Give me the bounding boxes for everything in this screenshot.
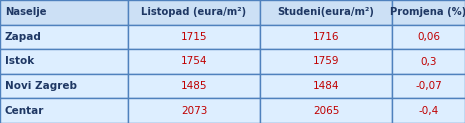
Bar	[392, 0, 465, 25]
Text: 1715: 1715	[181, 32, 207, 42]
Bar	[392, 25, 465, 49]
Text: 1484: 1484	[313, 81, 339, 91]
Text: Promjena (%): Promjena (%)	[391, 7, 465, 17]
Bar	[392, 74, 465, 98]
Text: Novi Zagreb: Novi Zagreb	[5, 81, 77, 91]
Text: 2065: 2065	[313, 106, 339, 116]
Bar	[0, 49, 128, 74]
Text: Istok: Istok	[5, 56, 34, 67]
Bar	[260, 74, 392, 98]
Text: Listopad (eura/m²): Listopad (eura/m²)	[141, 7, 246, 17]
Text: 0,3: 0,3	[420, 56, 437, 67]
Text: 1485: 1485	[181, 81, 207, 91]
Bar	[128, 98, 260, 123]
Bar	[392, 49, 465, 74]
Bar	[0, 98, 128, 123]
Text: -0,07: -0,07	[415, 81, 442, 91]
Bar	[128, 74, 260, 98]
Bar	[128, 0, 260, 25]
Bar	[260, 98, 392, 123]
Bar	[0, 74, 128, 98]
Text: 1716: 1716	[313, 32, 339, 42]
Bar	[260, 25, 392, 49]
Text: Naselje: Naselje	[5, 7, 47, 17]
Text: 0,06: 0,06	[417, 32, 440, 42]
Bar	[260, 49, 392, 74]
Text: 1759: 1759	[313, 56, 339, 67]
Text: -0,4: -0,4	[418, 106, 438, 116]
Bar	[0, 25, 128, 49]
Text: 2073: 2073	[181, 106, 207, 116]
Bar	[392, 98, 465, 123]
Bar	[128, 49, 260, 74]
Text: 1754: 1754	[181, 56, 207, 67]
Text: Centar: Centar	[5, 106, 44, 116]
Bar	[128, 25, 260, 49]
Bar	[0, 0, 128, 25]
Text: Studeni(eura/m²): Studeni(eura/m²)	[278, 7, 374, 17]
Text: Zapad: Zapad	[5, 32, 42, 42]
Bar	[260, 0, 392, 25]
